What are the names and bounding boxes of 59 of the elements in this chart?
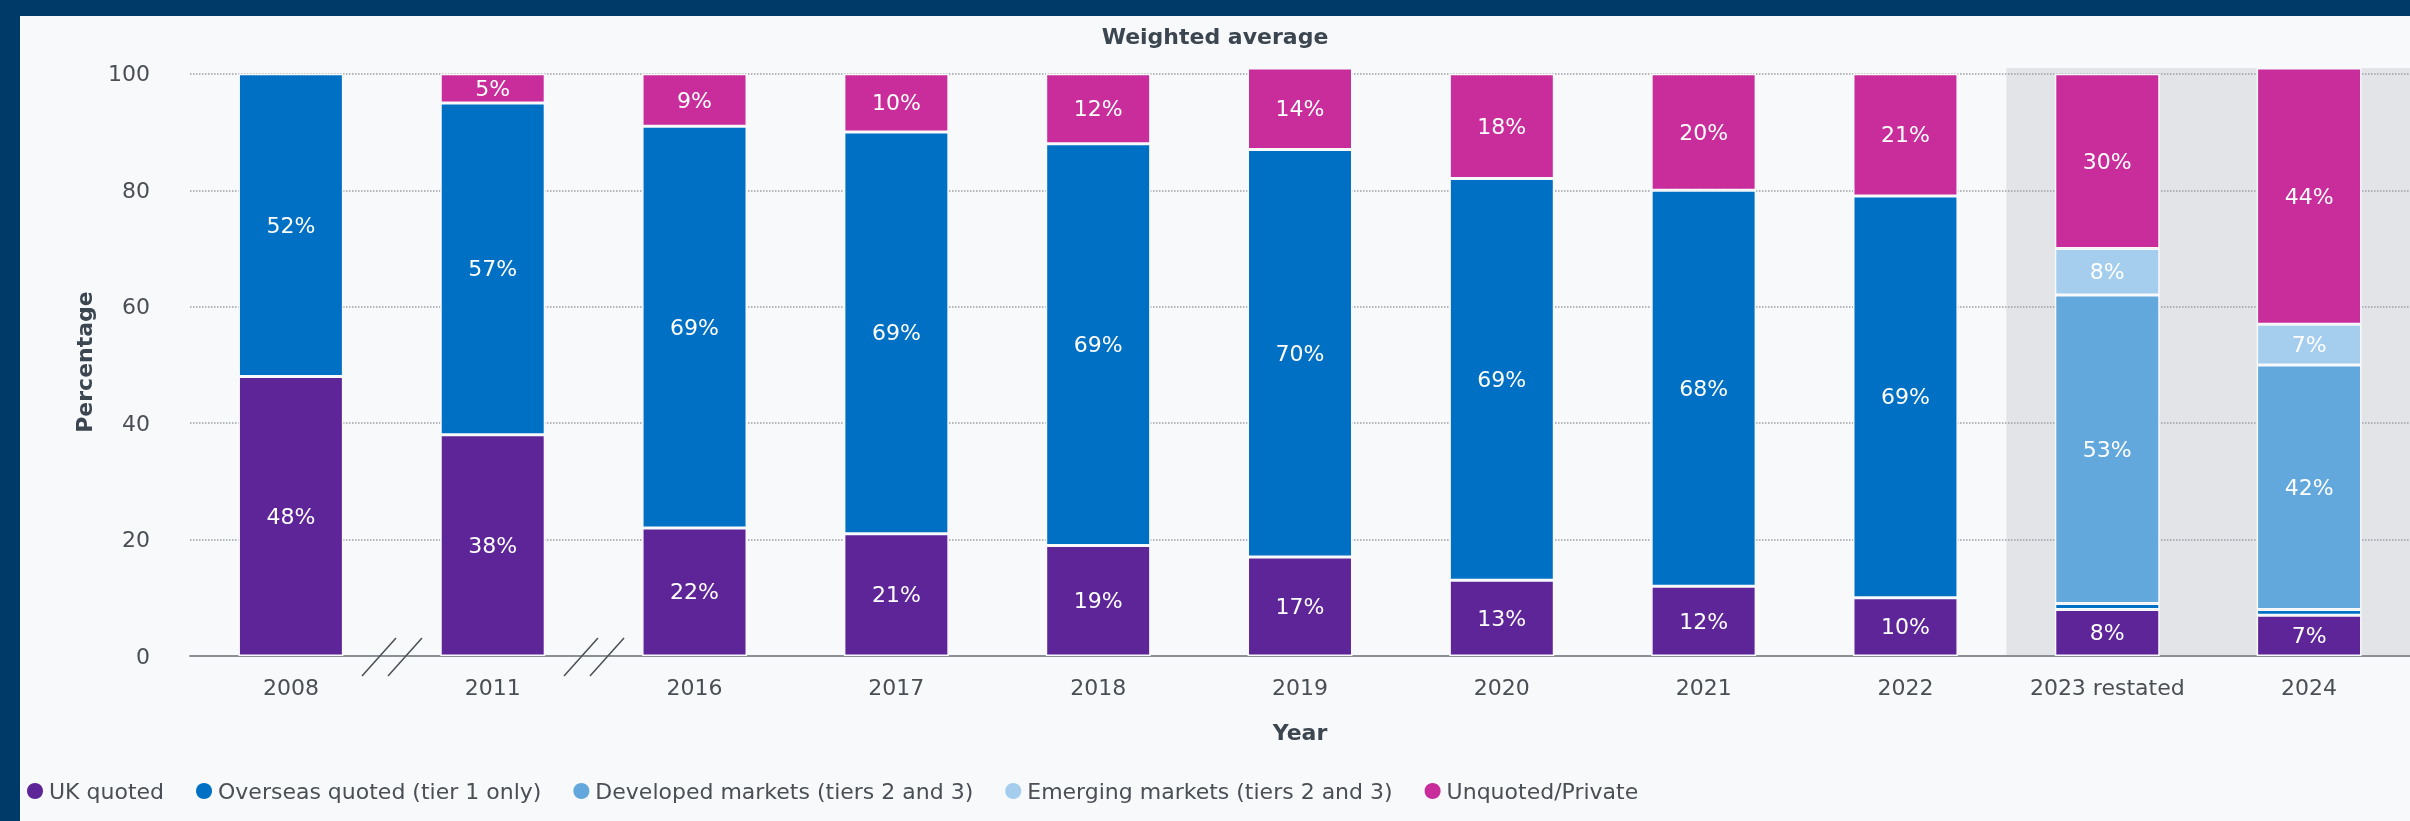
data-label: 12% xyxy=(1679,608,1729,634)
data-label: 53% xyxy=(2082,436,2132,462)
data-label: 14% xyxy=(1275,96,1325,122)
legend-label: Emerging markets (tiers 2 and 3) xyxy=(1027,778,1393,804)
y-tick-label: 40 xyxy=(122,410,150,436)
x-tick-label: 2020 xyxy=(1473,674,1530,700)
data-label: 21% xyxy=(871,582,921,608)
y-tick-label: 60 xyxy=(122,294,150,320)
data-label: 70% xyxy=(1275,340,1325,366)
data-label: 22% xyxy=(670,579,719,605)
x-tick-label: 2008 xyxy=(262,674,319,700)
data-label: 69% xyxy=(871,320,921,346)
data-label: 42% xyxy=(2284,474,2334,500)
y-axis-title: Percentage xyxy=(71,291,97,433)
x-tick-label: 2011 xyxy=(464,674,521,700)
data-label: 5% xyxy=(475,75,511,101)
legend-label: Overseas quoted (tier 1 only) xyxy=(218,778,542,804)
y-tick-label: 80 xyxy=(122,177,150,203)
x-tick-label: 2017 xyxy=(868,674,925,700)
data-label: 57% xyxy=(468,256,518,282)
x-tick-label: 2023 restated xyxy=(2029,674,2185,700)
x-tick-label: 2016 xyxy=(666,674,723,700)
data-label: 7% xyxy=(2291,623,2327,649)
y-tick-label: 100 xyxy=(108,61,150,87)
data-label: 69% xyxy=(670,314,719,340)
data-label: 30% xyxy=(2082,148,2132,174)
data-label: 10% xyxy=(1881,614,1930,640)
data-label: 13% xyxy=(1477,605,1527,631)
data-label: 18% xyxy=(1477,113,1527,139)
data-label: 7% xyxy=(2291,332,2327,358)
x-tick-label: 2021 xyxy=(1675,674,1732,700)
data-label: 8% xyxy=(2089,620,2125,646)
legend-label: Developed markets (tiers 2 and 3) xyxy=(595,778,974,804)
data-label: 52% xyxy=(266,212,316,238)
chart-title: Weighted average xyxy=(1101,23,1329,49)
data-label: 48% xyxy=(266,503,316,529)
data-label: 69% xyxy=(1073,332,1123,358)
data-label: 68% xyxy=(1679,375,1729,401)
data-label: 20% xyxy=(1679,119,1729,145)
x-axis-title: Year xyxy=(1271,719,1328,745)
data-label: 19% xyxy=(1073,588,1123,614)
data-label: 17% xyxy=(1275,594,1325,620)
x-tick-label: 2022 xyxy=(1877,674,1934,700)
data-label: 12% xyxy=(1073,96,1123,122)
data-label: 10% xyxy=(871,90,921,116)
data-label: 44% xyxy=(2284,183,2334,209)
x-tick-label: 2024 xyxy=(2281,674,2338,700)
data-label: 69% xyxy=(1881,384,1930,410)
data-label: 21% xyxy=(1881,122,1930,148)
x-tick-label: 2018 xyxy=(1070,674,1127,700)
data-label: 69% xyxy=(1477,366,1527,392)
data-label: 38% xyxy=(468,532,518,558)
data-label: 8% xyxy=(2089,259,2125,285)
data-label: 9% xyxy=(677,87,712,113)
legend-label: UK quoted xyxy=(49,778,165,804)
y-tick-label: 20 xyxy=(122,527,150,553)
y-tick-label: 0 xyxy=(136,643,150,669)
x-tick-label: 2019 xyxy=(1272,674,1328,700)
legend-label: Unquoted/Private xyxy=(1446,778,1639,804)
